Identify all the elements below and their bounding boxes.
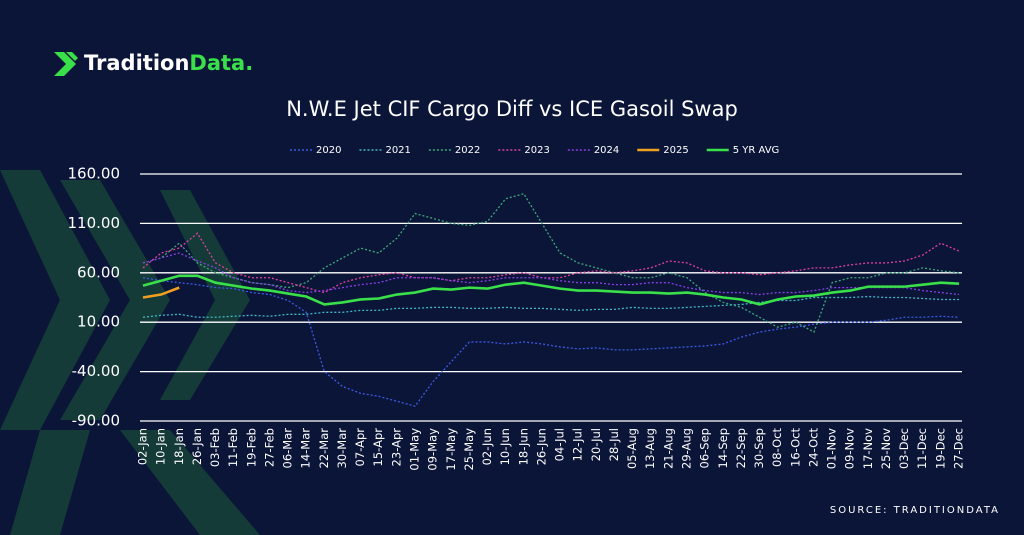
x-tick-label: 03-Dec <box>897 428 911 469</box>
y-tick-label: 60.00 <box>77 263 120 281</box>
series-line <box>142 252 960 296</box>
x-tick-label: 05-Aug <box>625 428 639 469</box>
x-tick-label: 01-Nov <box>825 428 839 469</box>
x-tick-label: 24-Oct <box>806 428 820 467</box>
legend-label: 5 YR AVG <box>733 145 780 156</box>
legend-label: 2020 <box>316 145 341 156</box>
y-tick-label: 110.00 <box>68 214 121 232</box>
legend-item: 2023 <box>498 145 550 156</box>
legend-item: 2020 <box>290 145 341 156</box>
series-line <box>142 286 180 299</box>
x-tick-label: 10-Jan <box>154 428 168 465</box>
x-tick-label: 11-Dec <box>915 428 929 469</box>
x-tick-label: 28-Jul <box>607 428 621 461</box>
source: SOURCE: TRADITIONDATA <box>830 505 1000 516</box>
x-tick-label: 14-Sep <box>716 428 730 468</box>
x-tick-label: 10-Jun <box>498 428 512 465</box>
legend-label: 2025 <box>663 145 688 156</box>
x-tick-label: 30-Sep <box>752 428 766 468</box>
x-tick-label: 21-Aug <box>661 428 675 469</box>
y-tick-label: -40.00 <box>72 362 120 380</box>
x-tick-label: 09-Nov <box>843 428 857 469</box>
x-tick-label: 26-Jan <box>190 428 204 465</box>
y-tick-label: 160.00 <box>68 165 121 183</box>
x-tick-label: 30-Mar <box>335 428 349 469</box>
x-tick-label: 04-Jul <box>553 428 567 461</box>
x-tick-label: 17-Nov <box>861 428 875 469</box>
x-tick-label: 27-Dec <box>952 428 966 469</box>
legend-item: 2025 <box>637 145 689 156</box>
x-tick-label: 08-Oct <box>770 428 784 467</box>
x-tick-label: 06-Mar <box>281 428 295 469</box>
x-tick-label: 17-May <box>444 428 458 471</box>
legend-label: 2024 <box>594 145 619 156</box>
x-tick-label: 02-Jun <box>480 428 494 465</box>
x-tick-label: 19-Dec <box>933 428 947 469</box>
x-tick-label: 22-Mar <box>317 428 331 469</box>
x-tick-label: 06-Sep <box>698 428 712 468</box>
x-tick-label: 01-May <box>408 428 422 471</box>
brand-b: Data. <box>189 51 253 75</box>
x-tick-label: 13-Aug <box>643 428 657 469</box>
legend-label: 2023 <box>524 145 549 156</box>
x-tick-label: 18-Jun <box>516 428 530 465</box>
decoration <box>0 170 260 535</box>
x-tick-label: 02-Jan <box>136 428 150 465</box>
legend-label: 2022 <box>455 145 480 156</box>
chart-title: N.W.E Jet CIF Cargo Diff vs ICE Gasoil S… <box>286 97 738 121</box>
series-line <box>142 274 960 306</box>
x-tick-label: 15-Apr <box>371 428 385 467</box>
x-tick-label: 07-Apr <box>353 428 367 467</box>
legend-item: 2024 <box>567 145 619 156</box>
x-tick-label: 26-Jun <box>534 428 548 465</box>
x-tick-label: 03-Feb <box>208 428 222 467</box>
series-line <box>142 277 960 407</box>
brand-a: Tradition <box>84 51 189 75</box>
x-tick-label: 29-Aug <box>680 428 694 469</box>
logo: Tradition <box>54 51 189 76</box>
x-tick-label: 12-Jul <box>571 428 585 461</box>
x-tick-label: 20-Jul <box>589 428 603 461</box>
x-tick-label: 22-Sep <box>734 428 748 468</box>
x-tick-label: 11-Feb <box>226 428 240 467</box>
legend-item: 5 YR AVG <box>706 145 780 156</box>
x-tick-label: 14-Mar <box>299 428 313 469</box>
y-tick-label: -90.00 <box>72 412 120 430</box>
x-tick-label: 09-May <box>426 428 440 471</box>
x-tick-label: 23-Apr <box>389 428 403 467</box>
legend-label: 2021 <box>385 145 410 156</box>
x-tick-label: 19-Feb <box>244 428 258 467</box>
legend-item: 2021 <box>359 145 411 156</box>
legend-item: 2022 <box>428 145 480 156</box>
x-tick-label: 27-Feb <box>262 428 276 467</box>
series-line <box>142 295 959 318</box>
x-tick-label: 25-May <box>462 428 476 471</box>
x-tick-label: 25-Nov <box>879 428 893 469</box>
x-tick-label: 16-Oct <box>788 428 802 467</box>
y-tick-label: 10.00 <box>77 313 120 331</box>
x-tick-label: 18-Jan <box>172 428 186 465</box>
